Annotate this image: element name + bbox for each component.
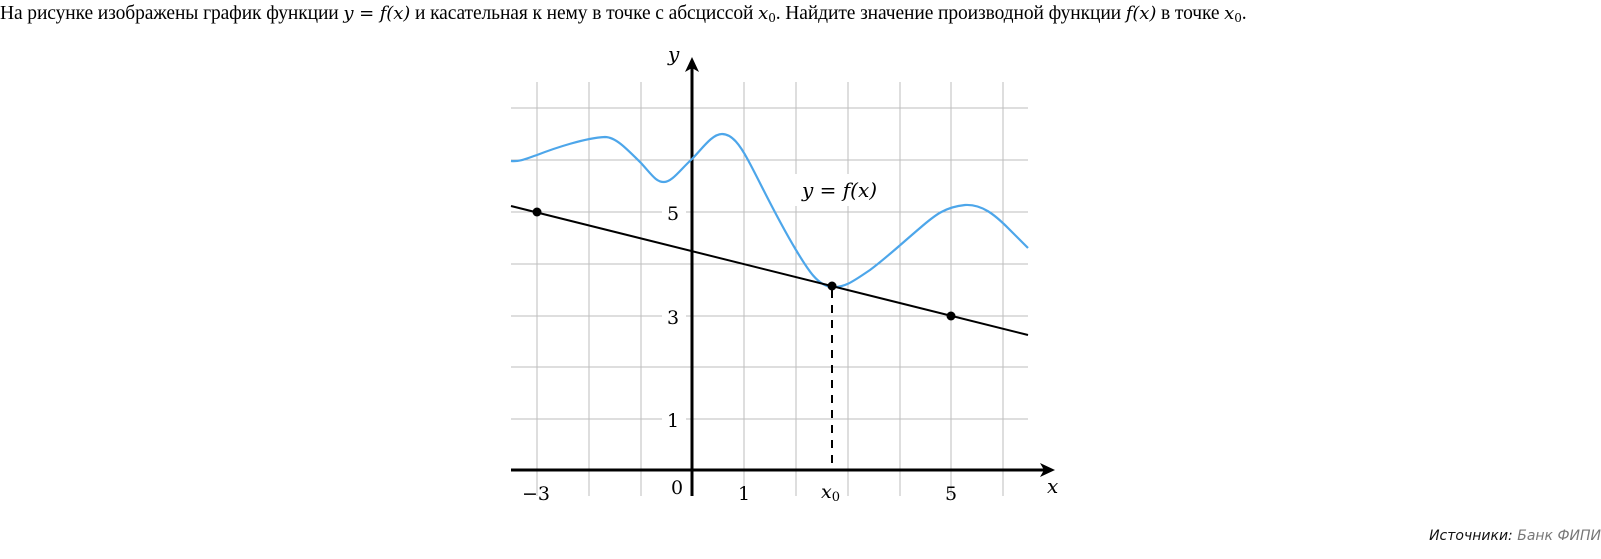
formula-y-eq-fx: y = f(x) xyxy=(343,3,411,24)
x-axis-arrow-icon xyxy=(1040,463,1055,477)
question-text: в точке xyxy=(1156,3,1225,24)
question-text: и касательная к нему в точке с абсциссой xyxy=(410,3,759,24)
formula-fx: f(x) xyxy=(1125,3,1157,24)
y-axis-label: y xyxy=(667,42,680,66)
point-5-3 xyxy=(946,311,956,321)
tangency-point xyxy=(827,281,837,291)
x-tick-x0: x0 xyxy=(821,481,840,505)
function-label: y = f(x) xyxy=(801,178,877,202)
problem-statement: На рисунке изображены график функции y =… xyxy=(0,1,1247,31)
grid xyxy=(511,82,1028,496)
x-tick-5: 5 xyxy=(945,483,957,505)
label-masks xyxy=(662,174,895,431)
origin-label: 0 xyxy=(671,477,683,499)
formula-x0: x0 xyxy=(1224,3,1242,25)
y-tick-1: 1 xyxy=(667,410,679,432)
source-attribution: Источники: Банк ФИПИ xyxy=(1429,528,1601,544)
source-label: Источники: xyxy=(1429,528,1513,544)
axes xyxy=(511,66,1046,496)
tangent-line xyxy=(510,205,1029,336)
y-axis-arrow-icon xyxy=(685,57,699,72)
point-minus3-5 xyxy=(532,207,542,217)
source-link[interactable]: Банк ФИПИ xyxy=(1517,528,1601,544)
question-text: . xyxy=(1241,3,1247,24)
y-tick-3: 3 xyxy=(667,307,679,329)
function-curve xyxy=(510,132,1029,289)
question-text: На рисунке изображены график функции xyxy=(0,3,344,24)
x-tick-1: 1 xyxy=(738,483,750,505)
x-axis-label: x xyxy=(1047,474,1058,498)
formula-x0: x0 xyxy=(758,3,776,25)
x-tick-minus3: −3 xyxy=(522,483,550,505)
y-tick-5: 5 xyxy=(667,203,679,225)
question-text: . Найдите значение производной функции xyxy=(775,3,1126,24)
